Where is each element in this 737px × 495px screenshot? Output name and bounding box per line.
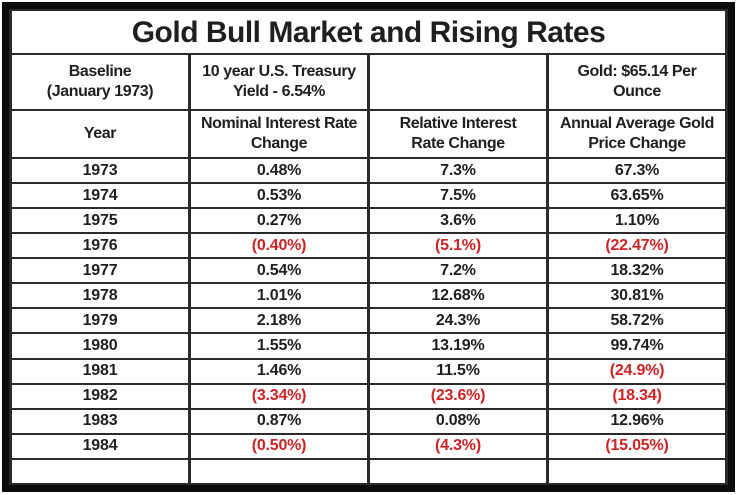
baseline-header-row: Baseline (January 1973) 10 year U.S. Tre… [9, 53, 728, 111]
cell-gold: 12.96% [546, 407, 728, 435]
cell-nominal: 1.46% [188, 357, 370, 385]
col-header-year: Year [9, 109, 191, 159]
table-row-1979: 1979 2.18% 24.3% 58.72% [9, 307, 728, 335]
cell-nominal: 0.27% [188, 207, 370, 235]
cell-gold: (15.05%) [546, 432, 728, 460]
cell-nominal: 1.01% [188, 282, 370, 310]
page-title: Gold Bull Market and Rising Rates [9, 9, 728, 55]
table-body: 1973 0.48% 7.3% 67.3% 1974 0.53% 7.5% 63.65% 197… [9, 156, 728, 486]
cell-year [9, 457, 191, 486]
cell-relative: 13.19% [367, 332, 549, 360]
cell-gold: 63.65% [546, 182, 728, 210]
cell-relative: 0.08% [367, 407, 549, 435]
cell-gold: 1.10% [546, 207, 728, 235]
table-row-1982: 1982 (3.34%) (23.6%) (18.34) [9, 382, 728, 410]
cell-gold: (18.34) [546, 382, 728, 410]
cell-relative: (4.3%) [367, 432, 549, 460]
table-row-1978: 1978 1.01% 12.68% 30.81% [9, 282, 728, 310]
table-row-1973: 1973 0.48% 7.3% 67.3% [9, 156, 728, 185]
column-header-row: Year Nominal Interest Rate Change Relati… [9, 109, 728, 159]
cell-relative: (5.1%) [367, 232, 549, 260]
table-row-1981: 1981 1.46% 11.5% (24.9%) [9, 357, 728, 385]
cell-nominal: 0.48% [188, 156, 370, 185]
cell-year: 1980 [9, 332, 191, 360]
cell-year: 1979 [9, 307, 191, 335]
cell-nominal: 1.55% [188, 332, 370, 360]
cell-year: 1981 [9, 357, 191, 385]
cell-nominal: (0.40%) [188, 232, 370, 260]
table-row-1975: 1975 0.27% 3.6% 1.10% [9, 207, 728, 235]
cell-year: 1975 [9, 207, 191, 235]
table-row-1977: 1977 0.54% 7.2% 18.32% [9, 257, 728, 285]
cell-gold: 67.3% [546, 156, 728, 185]
cell-relative: 7.2% [367, 257, 549, 285]
cell-gold [546, 457, 728, 486]
title-row: Gold Bull Market and Rising Rates [9, 9, 728, 55]
cell-relative: 3.6% [367, 207, 549, 235]
cell-nominal: (3.34%) [188, 382, 370, 410]
cell-relative: 7.5% [367, 182, 549, 210]
header-baseline: Baseline (January 1973) [9, 53, 191, 111]
cell-relative: 7.3% [367, 156, 549, 185]
cell-gold: (24.9%) [546, 357, 728, 385]
cell-nominal: 0.54% [188, 257, 370, 285]
table-row-1980: 1980 1.55% 13.19% 99.74% [9, 332, 728, 360]
header-blank-cell [367, 53, 549, 111]
header-gold-price: Gold: $65.14 Per Ounce [546, 53, 728, 111]
cell-year: 1976 [9, 232, 191, 260]
cell-year: 1982 [9, 382, 191, 410]
cell-year: 1974 [9, 182, 191, 210]
gold-bull-market-table: Gold Bull Market and Rising Rates Baseli… [9, 9, 728, 486]
col-header-relative-rate: Relative Interest Rate Change [367, 109, 549, 159]
cell-year: 1973 [9, 156, 191, 185]
cell-nominal: (0.50%) [188, 432, 370, 460]
table-row-1976: 1976 (0.40%) (5.1%) (22.47%) [9, 232, 728, 260]
cell-relative [367, 457, 549, 486]
cell-nominal: 0.87% [188, 407, 370, 435]
cell-nominal: 0.53% [188, 182, 370, 210]
cell-gold: 99.74% [546, 332, 728, 360]
cell-year: 1984 [9, 432, 191, 460]
table-row-1974: 1974 0.53% 7.5% 63.65% [9, 182, 728, 210]
cell-year: 1977 [9, 257, 191, 285]
table-row-1983: 1983 0.87% 0.08% 12.96% [9, 407, 728, 435]
cell-year: 1983 [9, 407, 191, 435]
cell-year: 1978 [9, 282, 191, 310]
cell-gold: 18.32% [546, 257, 728, 285]
table-row-empty [9, 457, 728, 486]
header-treasury-yield: 10 year U.S. Treasury Yield - 6.54% [188, 53, 370, 111]
col-header-nominal-rate: Nominal Interest Rate Change [188, 109, 370, 159]
cell-relative: 24.3% [367, 307, 549, 335]
cell-gold: (22.47%) [546, 232, 728, 260]
cell-gold: 30.81% [546, 282, 728, 310]
cell-relative: 11.5% [367, 357, 549, 385]
cell-nominal: 2.18% [188, 307, 370, 335]
table-row-1984: 1984 (0.50%) (4.3%) (15.05%) [9, 432, 728, 460]
cell-relative: 12.68% [367, 282, 549, 310]
cell-nominal [188, 457, 370, 486]
cell-relative: (23.6%) [367, 382, 549, 410]
cell-gold: 58.72% [546, 307, 728, 335]
col-header-gold-change: Annual Average Gold Price Change [546, 109, 728, 159]
